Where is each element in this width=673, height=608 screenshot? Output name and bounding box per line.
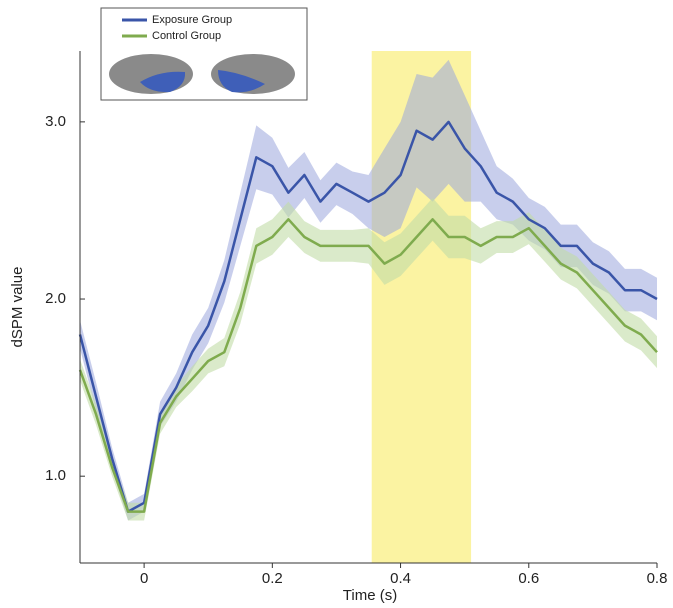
brain-right <box>211 54 295 94</box>
brain-left <box>109 54 193 94</box>
x-tick-label: 0.4 <box>390 570 411 587</box>
brain-region <box>140 71 186 93</box>
error-band <box>80 59 657 521</box>
legend-label: Exposure Group <box>152 14 232 26</box>
error-band <box>80 198 657 521</box>
plot-area <box>78 51 658 563</box>
brain-region <box>218 70 265 93</box>
series-line <box>78 120 658 513</box>
x-tick-label: 0 <box>140 570 148 587</box>
y-axis-label: dSPM value <box>9 267 26 348</box>
y-tick-label: 1.0 <box>45 467 66 484</box>
x-tick-label: 0.2 <box>262 570 283 587</box>
legend <box>100 7 308 101</box>
y-tick-label: 2.0 <box>45 290 66 307</box>
y-tick-label: 3.0 <box>45 113 66 130</box>
x-axis-label: Time (s) <box>343 587 397 604</box>
legend-label: Control Group <box>152 30 221 42</box>
series-line <box>78 218 658 513</box>
x-tick-label: 0.8 <box>647 570 668 587</box>
x-tick-label: 0.6 <box>518 570 539 587</box>
